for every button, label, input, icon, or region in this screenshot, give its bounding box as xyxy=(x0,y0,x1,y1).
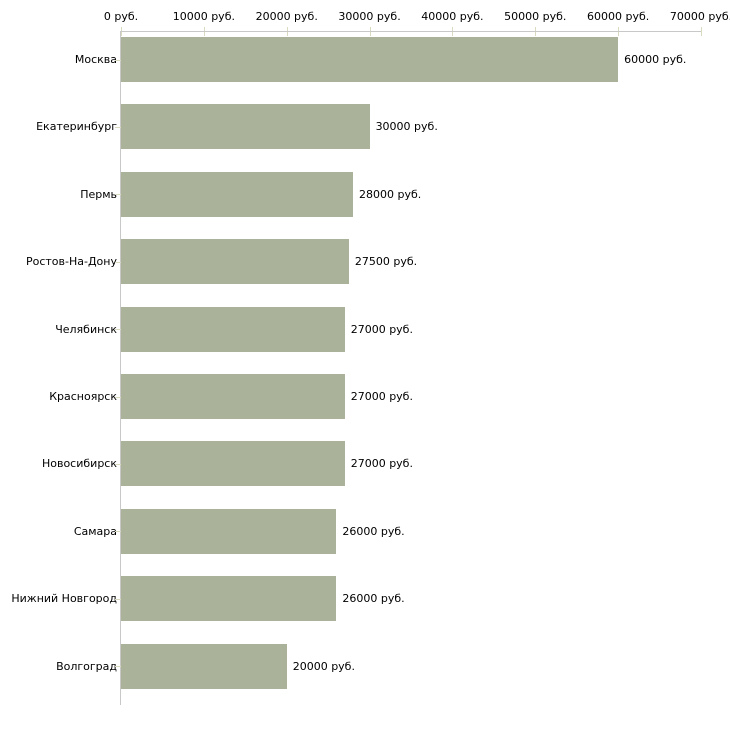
category-label: Пермь xyxy=(80,187,117,201)
bar-row: Самара 26000 руб. xyxy=(0,503,730,570)
y-axis-tick-mark xyxy=(115,329,121,331)
bar xyxy=(121,508,337,554)
category-label: Красноярск xyxy=(49,390,117,403)
bar-row: Нижний Новгород 26000 руб. xyxy=(0,570,730,637)
category-label: Нижний Новгород xyxy=(11,592,117,606)
bar xyxy=(121,104,370,150)
bar-row: Екатеринбург 30000 руб. xyxy=(0,98,730,165)
bar xyxy=(121,306,345,352)
category-label: Челябинск xyxy=(55,322,117,336)
value-label: 26000 руб. xyxy=(342,592,405,606)
value-label: 60000 руб. xyxy=(624,53,687,66)
x-axis-tick-label: 50000 руб. xyxy=(504,10,567,23)
x-axis-tick-label: 0 руб. xyxy=(103,10,139,23)
value-label: 27000 руб. xyxy=(350,322,413,336)
y-axis-tick-mark xyxy=(115,666,121,668)
y-axis-tick-mark xyxy=(115,194,121,196)
y-axis-tick-mark xyxy=(115,598,121,600)
y-axis-tick-mark xyxy=(115,59,121,61)
bar-row: Новосибирск 27000 руб. xyxy=(0,435,730,502)
bar xyxy=(121,576,337,622)
y-axis-tick-mark xyxy=(115,396,121,398)
x-axis-line xyxy=(121,31,701,32)
value-label: 30000 руб. xyxy=(375,120,438,134)
x-axis-tick-mark xyxy=(701,27,702,36)
category-label: Самара xyxy=(73,524,117,538)
y-axis-tick-mark xyxy=(115,261,121,263)
bar xyxy=(121,37,619,82)
category-label: Москва xyxy=(74,53,117,66)
category-label: Волгоград xyxy=(56,659,117,673)
y-axis-tick-mark xyxy=(115,463,121,465)
bar-row: Пермь 28000 руб. xyxy=(0,166,730,233)
value-label: 27500 руб. xyxy=(354,255,418,269)
y-axis-tick-mark xyxy=(115,531,121,533)
bar-row: Красноярск 27000 руб. xyxy=(0,368,730,435)
bar xyxy=(121,643,287,689)
value-label: 27000 руб. xyxy=(350,390,413,403)
category-label: Новосибирск xyxy=(41,457,117,471)
value-label: 26000 руб. xyxy=(342,524,405,538)
y-axis-tick-mark xyxy=(115,126,121,128)
category-label: Екатеринбург xyxy=(36,120,117,134)
x-axis-tick-label: 60000 руб. xyxy=(587,10,650,23)
bar-row: Москва 60000 руб. xyxy=(0,31,730,98)
value-label: 20000 руб. xyxy=(292,659,355,673)
x-axis-tick-label: 30000 руб. xyxy=(338,10,401,23)
bar xyxy=(121,239,349,285)
bar-row: Ростов-На-Дону 27500 руб. xyxy=(0,233,730,300)
bar-row: Волгоград 20000 руб. xyxy=(0,638,730,705)
value-label: 27000 руб. xyxy=(350,457,413,471)
x-axis-tick-label: 70000 руб. xyxy=(669,10,730,23)
bar-row: Челябинск 27000 руб. xyxy=(0,301,730,368)
bar xyxy=(121,374,345,419)
x-axis-tick-label: 40000 руб. xyxy=(421,10,484,23)
bar xyxy=(121,171,353,217)
category-label: Ростов-На-Дону xyxy=(25,255,117,269)
bar xyxy=(121,441,345,487)
x-axis-tick-label: 20000 руб. xyxy=(255,10,318,23)
value-label: 28000 руб. xyxy=(359,187,422,201)
x-axis-tick-label: 10000 руб. xyxy=(172,10,235,23)
y-axis-line xyxy=(120,31,121,705)
